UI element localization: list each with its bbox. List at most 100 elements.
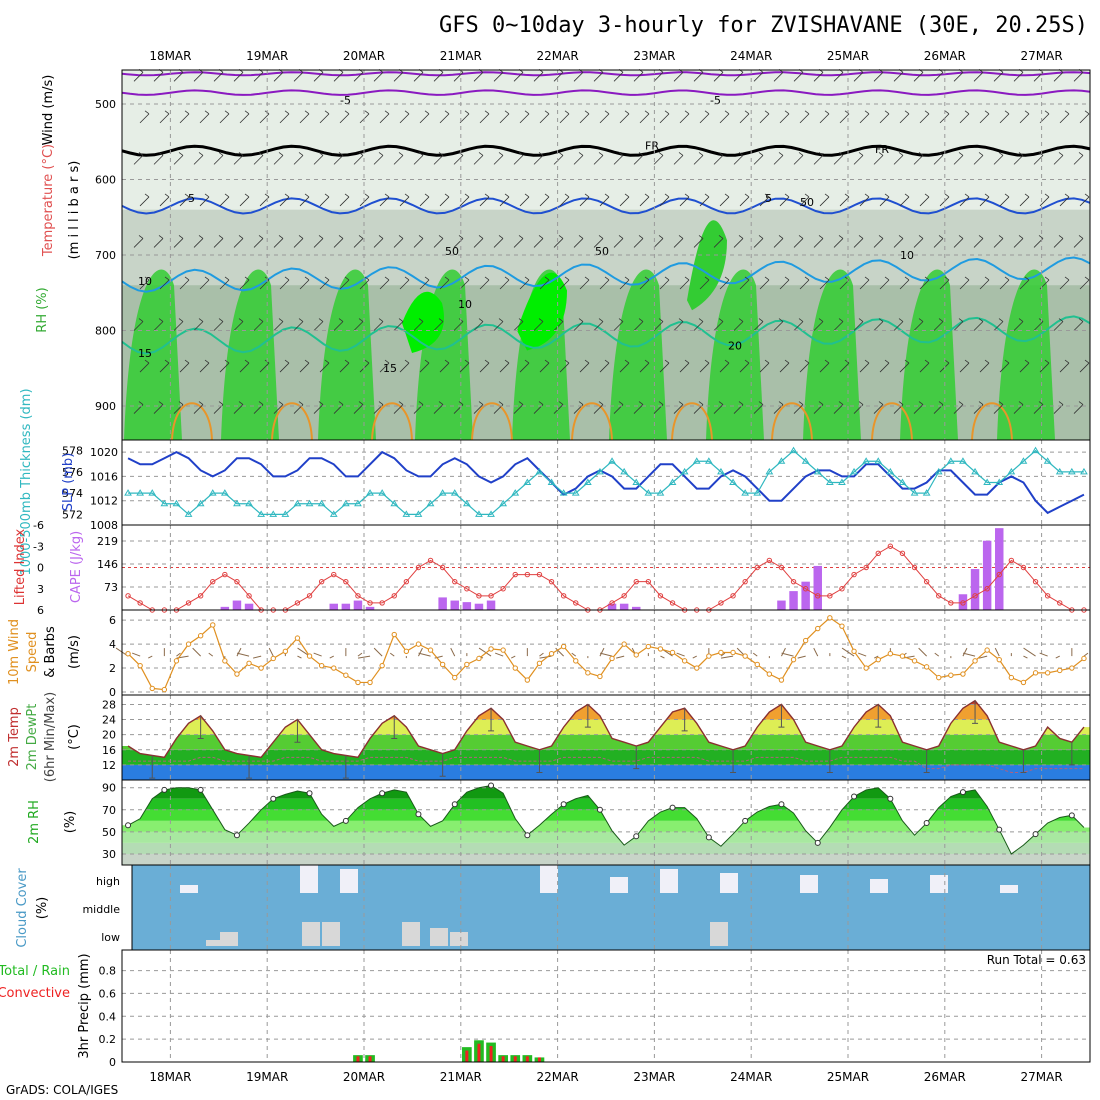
wind-speed-point — [754, 661, 760, 668]
temp-label-3: (6hr Min/Max) — [43, 692, 58, 782]
wind-barb — [319, 110, 330, 124]
temp2m-panel: 28 24 20 16 12 — [102, 694, 1091, 781]
upper-wind-label: Wind (m/s) — [41, 75, 56, 146]
wind-barb — [513, 235, 524, 248]
wind-speed-point — [512, 665, 518, 671]
wind-barb — [153, 152, 164, 165]
wind-barb — [853, 318, 864, 331]
wind-barb — [959, 193, 970, 207]
wind-barb — [533, 152, 544, 165]
lifted-index-point — [911, 564, 918, 571]
wind-barb — [719, 276, 730, 290]
wind-barb — [233, 152, 244, 165]
rh-plume — [900, 269, 958, 440]
precip-tick-label: 0 — [109, 1056, 116, 1069]
lifted-index-point — [427, 557, 434, 564]
cape-bar — [450, 600, 459, 610]
minmax-whisker — [294, 719, 301, 743]
rh2m-point — [270, 795, 277, 802]
lifted-index-point — [343, 578, 349, 585]
wind-barb — [353, 318, 364, 331]
wind-barb — [619, 359, 630, 373]
wind-speed-point — [355, 679, 361, 686]
temp-label-2: 2m DewPt — [25, 704, 40, 771]
wind-barb — [994, 647, 1000, 657]
wind-speed-point — [379, 662, 385, 669]
wind-barb — [819, 276, 830, 290]
wind-speed-point — [343, 672, 349, 678]
wind-barb — [418, 647, 423, 657]
wind-barb — [999, 110, 1010, 124]
wind-barb — [979, 193, 990, 207]
precip-convective-bar — [368, 1056, 372, 1062]
thickness-point — [378, 489, 387, 496]
wind-barb — [593, 152, 604, 165]
wind-tick-label: 4 — [109, 638, 116, 651]
wind-barb — [233, 235, 244, 248]
wind-barb — [676, 652, 685, 657]
wind-barb — [833, 235, 844, 248]
wind-barb — [739, 276, 750, 290]
wind-label-3: & Barbs — [43, 626, 58, 678]
lifted-index-point — [851, 571, 857, 578]
wind-barb — [639, 110, 650, 124]
wind-barb — [653, 235, 664, 248]
wind-barb — [559, 359, 570, 373]
wind-barb — [739, 359, 750, 373]
lifted-index-point — [210, 578, 216, 585]
cloud-high-bar — [540, 865, 558, 893]
wind-speed-point — [706, 653, 712, 659]
wind-speed-point — [911, 658, 918, 664]
lifted-index-tick-label: 0 — [37, 562, 44, 575]
wind-barb — [813, 235, 824, 248]
wind-speed-point — [161, 686, 168, 693]
rh-plume — [687, 220, 727, 311]
thickness-point — [499, 499, 508, 507]
wind-barb — [959, 276, 970, 290]
top-date-label: 21MAR — [440, 49, 482, 63]
top-date-label: 20MAR — [343, 49, 385, 63]
wind-barb — [962, 652, 976, 657]
thickness-point — [596, 467, 604, 475]
thickness-point — [257, 510, 266, 517]
wind-barb — [219, 359, 230, 373]
lifted-index-point — [1020, 564, 1027, 571]
wind-barb — [999, 359, 1010, 373]
wind-barb — [453, 235, 464, 248]
bottom-date-label: 19MAR — [246, 1070, 288, 1084]
wind-barb — [133, 235, 144, 248]
wind-barb — [193, 235, 204, 248]
temp-contour-20 — [671, 402, 713, 441]
wind-barb — [1033, 318, 1044, 331]
contour-label: 50 — [445, 245, 459, 258]
cape-tick-label: 219 — [97, 535, 118, 548]
thickness-point — [462, 499, 471, 507]
thickness-slp-panel: 1020 1016 1012 1008 578 576 574 572 — [62, 439, 1091, 532]
wind-barb — [1059, 193, 1070, 207]
wind-speed-point — [597, 673, 603, 680]
wind-barb — [733, 152, 744, 165]
temp-contour-20 — [371, 402, 413, 441]
thickness-point — [971, 467, 979, 475]
wind-barb — [239, 276, 250, 290]
cape-bar — [474, 603, 484, 610]
cloud-high-bar — [1000, 885, 1018, 893]
chart-title: GFS 0~10day 3-hourly for ZVISHAVANE (30E… — [439, 13, 1088, 38]
bottom-date-label: 27MAR — [1021, 1070, 1063, 1084]
wind-barb — [1079, 276, 1090, 290]
contour-label: FR — [645, 139, 659, 152]
wind-barb — [793, 152, 804, 165]
wind-barb — [179, 359, 190, 373]
thickness-point — [196, 499, 205, 507]
wind-barb — [713, 401, 724, 414]
wind-barb — [193, 318, 204, 331]
precip-convective-bar — [501, 1056, 505, 1062]
wind-barb — [713, 318, 724, 331]
temp-tick-label: 28 — [102, 698, 116, 711]
wind-barb — [873, 318, 884, 331]
wind-barb — [208, 652, 214, 657]
minmax-whisker — [439, 753, 446, 777]
wind-barb — [393, 401, 404, 414]
wind-barb — [733, 235, 744, 248]
minmax-whisker — [246, 755, 253, 779]
